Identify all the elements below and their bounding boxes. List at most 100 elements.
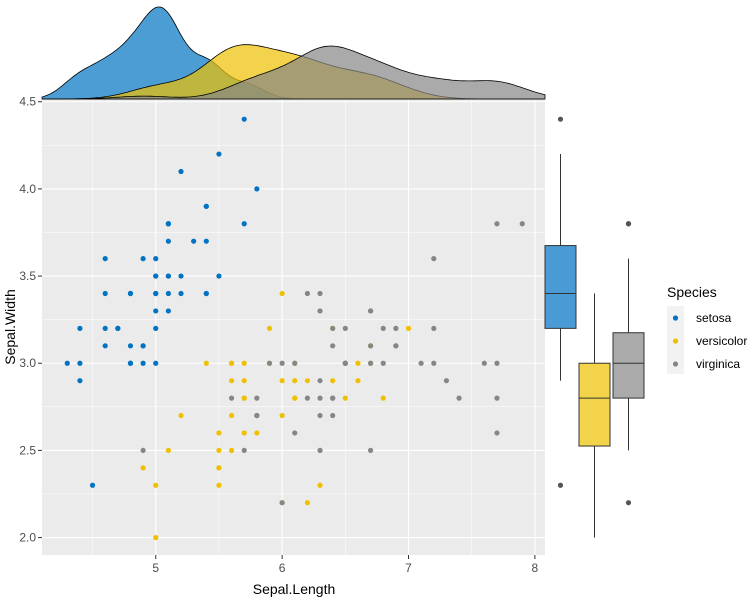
legend-key-virginica	[672, 361, 679, 367]
point-virginica	[228, 395, 235, 401]
point-virginica	[342, 360, 348, 366]
y-tick-label: 3.5	[19, 269, 36, 283]
point-setosa	[153, 256, 159, 262]
point-setosa	[241, 116, 247, 122]
point-setosa	[127, 343, 134, 349]
y-tick-label: 4.5	[19, 95, 36, 109]
legend-label-virginica: virginica	[696, 357, 740, 371]
point-setosa	[140, 360, 146, 366]
point-virginica	[317, 412, 323, 419]
point-versicolor	[153, 534, 159, 541]
point-virginica	[330, 395, 336, 401]
point-virginica	[317, 290, 323, 297]
box-versicolor	[578, 362, 611, 447]
outlier-setosa	[557, 116, 564, 122]
y-tick-label: 2.0	[19, 531, 36, 545]
density-virginica	[42, 45, 546, 100]
point-setosa	[102, 256, 108, 262]
point-versicolor	[355, 378, 361, 384]
point-virginica	[367, 308, 374, 314]
point-setosa	[77, 325, 83, 331]
point-virginica	[330, 325, 336, 331]
point-setosa	[153, 325, 159, 331]
point-setosa	[153, 360, 159, 366]
point-virginica	[279, 360, 285, 366]
point-virginica	[317, 378, 323, 384]
point-versicolor	[304, 500, 311, 506]
point-setosa	[178, 168, 184, 175]
point-virginica	[317, 308, 323, 314]
point-setosa	[153, 308, 159, 314]
point-virginica	[494, 430, 500, 436]
point-virginica	[380, 360, 386, 366]
box-setosa	[544, 245, 577, 329]
point-versicolor	[279, 290, 285, 297]
point-setosa	[127, 360, 134, 366]
point-versicolor	[304, 378, 311, 384]
point-setosa	[102, 325, 108, 331]
point-setosa	[165, 238, 171, 244]
point-setosa	[77, 378, 83, 384]
point-virginica	[279, 500, 285, 506]
point-versicolor	[228, 447, 235, 454]
x-tick-label: 6	[279, 561, 286, 575]
plot-panel	[42, 100, 545, 555]
outlier-setosa	[557, 482, 564, 488]
point-virginica	[304, 290, 311, 297]
point-setosa	[89, 482, 96, 488]
point-versicolor	[279, 412, 285, 419]
x-axis-label: Sepal.Length	[253, 581, 336, 597]
y-tick-label: 2.5	[19, 443, 36, 457]
point-virginica	[418, 360, 424, 366]
x-tick-label: 5	[152, 561, 159, 575]
point-virginica	[494, 360, 500, 366]
point-versicolor	[153, 482, 159, 488]
point-virginica	[367, 447, 374, 454]
y-tick-label: 3.0	[19, 356, 36, 370]
point-virginica	[367, 343, 374, 349]
legend-label-setosa: setosa	[696, 311, 732, 325]
point-versicolor	[140, 465, 146, 471]
point-virginica	[330, 343, 336, 349]
legend-title: Species	[667, 284, 717, 300]
right-boxplot-marginal	[544, 116, 645, 538]
point-setosa	[165, 290, 171, 297]
outlier-virginica	[625, 500, 632, 506]
point-virginica	[481, 360, 487, 366]
point-versicolor	[342, 395, 348, 401]
point-versicolor	[279, 378, 285, 384]
point-virginica	[431, 325, 437, 331]
point-setosa	[153, 290, 159, 297]
point-setosa	[165, 308, 171, 314]
point-setosa	[77, 360, 83, 366]
point-virginica	[393, 325, 399, 331]
point-setosa	[203, 238, 209, 244]
legend-key-versicolor	[672, 338, 679, 344]
legend: setosa versicolor virginica	[672, 311, 747, 371]
point-versicolor	[254, 430, 260, 436]
point-setosa	[216, 273, 222, 279]
point-virginica	[304, 395, 311, 401]
box-virginica	[612, 332, 645, 399]
point-virginica	[266, 360, 273, 366]
point-setosa	[254, 186, 260, 192]
x-tick-label: 7	[405, 561, 412, 575]
point-setosa	[153, 273, 159, 279]
point-versicolor	[228, 412, 235, 419]
point-virginica	[254, 395, 260, 401]
point-versicolor	[405, 325, 412, 331]
point-virginica	[519, 221, 525, 227]
point-setosa	[203, 290, 209, 297]
point-versicolor	[203, 360, 209, 366]
point-versicolor	[380, 395, 386, 401]
point-versicolor	[355, 360, 361, 366]
point-virginica	[342, 325, 348, 331]
point-virginica	[431, 360, 437, 366]
point-setosa	[216, 151, 222, 157]
point-setosa	[64, 360, 70, 366]
point-virginica	[456, 395, 462, 401]
x-tick-label: 8	[532, 561, 539, 575]
y-axis-label: Sepal.Width	[2, 289, 18, 364]
point-versicolor	[330, 378, 336, 384]
